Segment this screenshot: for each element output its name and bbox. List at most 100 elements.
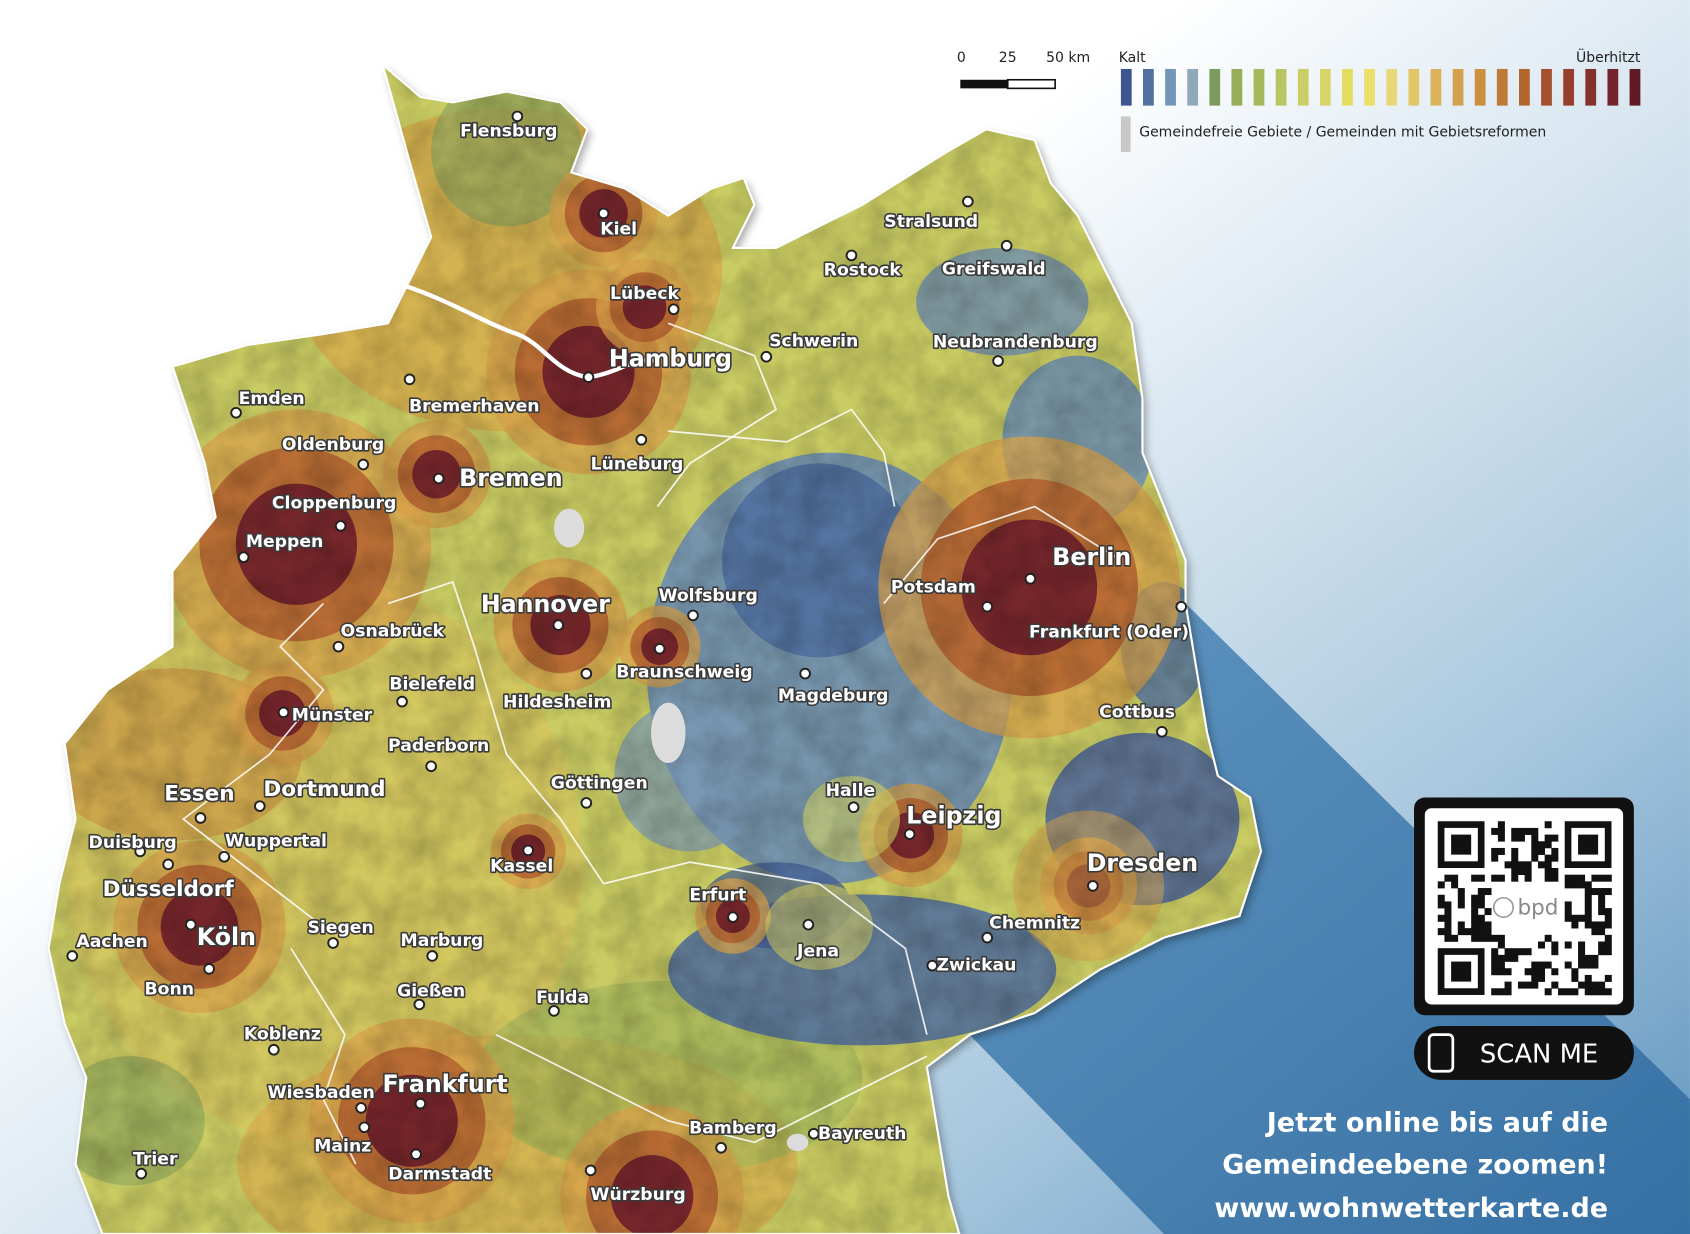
city-dot: [992, 355, 1004, 367]
city-dot: [357, 458, 370, 471]
city-label: Marburg: [401, 931, 484, 951]
city-label: Aachen: [76, 932, 147, 952]
scan-button[interactable]: [1414, 1025, 1634, 1080]
qr-code[interactable]: bpd SCAN ME: [1414, 797, 1634, 1080]
country-border: [47, 61, 1263, 1234]
city-label: Wiesbaden: [268, 1083, 375, 1103]
legend-swatch: [1607, 68, 1619, 106]
qr-module: [1604, 948, 1612, 956]
city-dot: [511, 110, 524, 123]
qr-module: [1497, 934, 1505, 942]
qr-module: [1571, 988, 1579, 996]
city-dot: [334, 520, 347, 532]
promo-line: Jetzt online bis auf die: [1265, 1108, 1608, 1139]
qr-module: [1571, 974, 1579, 982]
qr-module: [1497, 827, 1505, 835]
qr-module: [1497, 834, 1505, 842]
qr-finder-core: [1578, 834, 1599, 855]
legend-swatch: [1165, 68, 1176, 106]
qr-module: [1437, 881, 1445, 889]
legend-swatch: [1452, 68, 1464, 106]
river-elbe: [403, 283, 658, 380]
promo-line: Gemeindeebene zoomen!: [1222, 1150, 1608, 1181]
qr-module: [1517, 834, 1525, 842]
legend-swatch: [1187, 68, 1199, 106]
qr-module: [1491, 948, 1499, 956]
qr-module: [1497, 961, 1505, 969]
qr-module: [1471, 934, 1479, 942]
qr-module: [1578, 981, 1586, 989]
grey-area: [554, 508, 585, 548]
city-label: Köln: [197, 923, 256, 951]
qr-module: [1437, 914, 1445, 922]
city-label: Leipzig: [906, 801, 1001, 829]
city-dot: [135, 1167, 148, 1180]
city-label: Mainz: [314, 1137, 371, 1157]
city-dot: [687, 609, 699, 622]
city-label: Paderborn: [388, 736, 489, 756]
qr-logo: bpd: [1517, 896, 1558, 921]
qr-module: [1444, 928, 1452, 936]
promo-link[interactable]: www.wohnwetterkarte.de: [1214, 1193, 1608, 1224]
qr-module: [1584, 881, 1592, 889]
qr-module: [1531, 961, 1539, 969]
qr-module: [1497, 968, 1505, 976]
city-dot: [413, 998, 426, 1011]
city-label: Magdeburg: [778, 686, 889, 706]
qr-module: [1531, 834, 1539, 842]
city-dot: [332, 640, 345, 653]
city-label: Bamberg: [689, 1118, 777, 1138]
qr-module: [1564, 901, 1572, 909]
qr-module: [1544, 854, 1552, 862]
qr-module: [1598, 981, 1606, 989]
qr-module: [1571, 914, 1579, 922]
city-label: Lüneburg: [591, 455, 684, 475]
qr-module: [1471, 874, 1479, 882]
city-dot: [162, 858, 175, 871]
qr-module: [1604, 974, 1612, 982]
qr-module: [1598, 921, 1606, 929]
qr-module: [1604, 988, 1612, 996]
qr-module: [1544, 988, 1552, 996]
qr-module: [1598, 928, 1606, 936]
city-label: Koblenz: [244, 1025, 321, 1045]
city-label: Bayreuth: [818, 1124, 906, 1144]
qr-module: [1578, 961, 1586, 969]
legend-swatch: [1408, 68, 1420, 106]
city-dot: [203, 963, 215, 975]
city-label: Siegen: [307, 918, 373, 938]
city-dot: [425, 760, 437, 773]
scale-label: 50 km: [1046, 50, 1090, 66]
city-dot: [1087, 880, 1099, 892]
city-dot: [237, 551, 250, 564]
city-label: Dortmund: [263, 777, 385, 802]
qr-module: [1444, 908, 1452, 916]
city-label: Meppen: [246, 532, 323, 552]
city-dot: [134, 845, 146, 858]
city-label: Fulda: [536, 988, 589, 1008]
city-dot: [597, 207, 610, 220]
grey-area: [786, 1133, 809, 1152]
city-label: Hamburg: [609, 344, 732, 372]
scan-button-label[interactable]: SCAN ME: [1480, 1040, 1598, 1070]
city-label: Bonn: [145, 979, 195, 999]
legend-min-label: Kalt: [1119, 50, 1146, 66]
legend-max-label: Überhitzt: [1576, 48, 1641, 66]
city-label: Stralsund: [884, 212, 978, 232]
qr-module: [1604, 921, 1612, 929]
city-dot: [845, 249, 858, 262]
legend-swatch: [1563, 68, 1575, 106]
qr-module: [1571, 921, 1579, 929]
qr-module: [1578, 914, 1586, 922]
qr-module: [1537, 961, 1545, 969]
qr-module: [1531, 974, 1539, 982]
city-dot: [1156, 725, 1168, 738]
state-border: [883, 505, 1122, 605]
qr-finder-core: [1451, 834, 1472, 855]
city-label: Bielefeld: [389, 674, 475, 694]
qr-module: [1511, 868, 1519, 876]
qr-module: [1477, 928, 1485, 936]
legend-swatch: [1585, 68, 1597, 106]
city-label: Osnabrück: [341, 622, 445, 642]
